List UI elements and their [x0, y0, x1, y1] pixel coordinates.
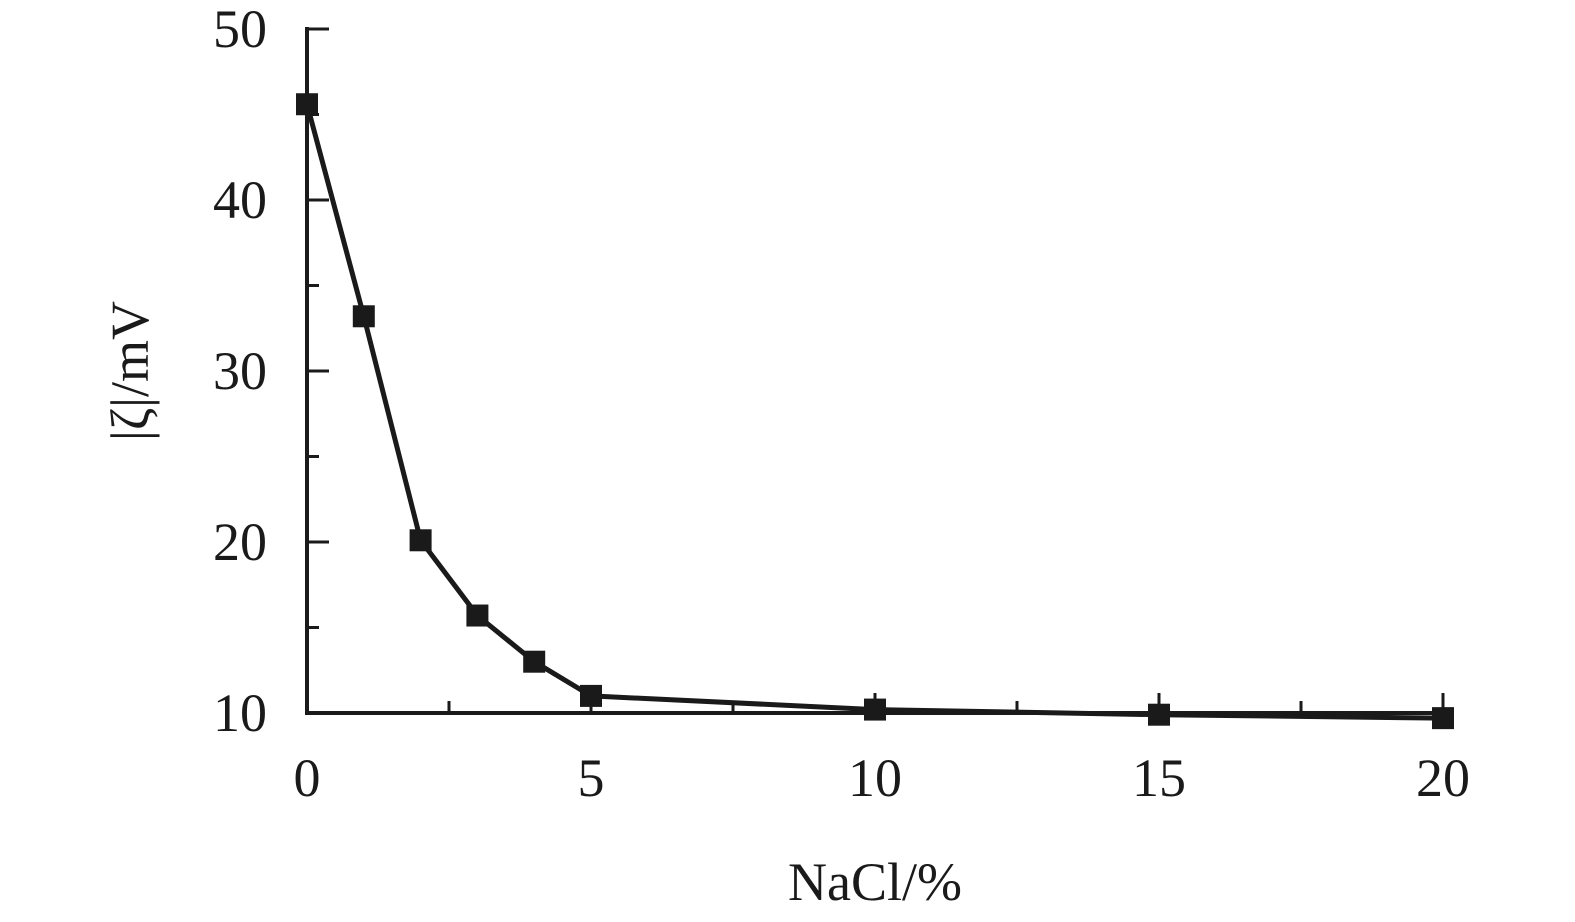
x-tick-label: 15 [1132, 748, 1186, 808]
data-point-marker [580, 684, 602, 707]
x-ticks: 0 5 10 15 20 [294, 693, 1470, 808]
data-point-marker [296, 93, 318, 116]
series-markers [296, 93, 1454, 730]
y-tick-label: 30 [213, 341, 267, 401]
x-axis-title: NaCl/% [788, 852, 962, 912]
x-tick-label: 5 [578, 748, 605, 808]
y-tick-label: 40 [213, 170, 267, 230]
x-tick-label: 0 [294, 748, 321, 808]
plot-area [296, 93, 1454, 730]
data-point-marker [409, 529, 432, 552]
data-point-marker [466, 604, 489, 627]
data-point-marker [352, 305, 375, 328]
data-point-marker [1148, 703, 1170, 726]
data-point-marker [864, 698, 886, 721]
y-axis-title: |ζ|/mV [100, 301, 160, 441]
data-point-marker [523, 650, 546, 673]
y-tick-label: 10 [213, 683, 267, 743]
x-tick-label: 10 [848, 748, 902, 808]
x-tick-label: 20 [1416, 748, 1470, 808]
y-ticks: 10 20 30 40 50 [213, 0, 329, 743]
y-tick-label: 20 [213, 512, 267, 572]
y-tick-label: 50 [213, 0, 267, 59]
data-point-marker [1432, 707, 1454, 730]
